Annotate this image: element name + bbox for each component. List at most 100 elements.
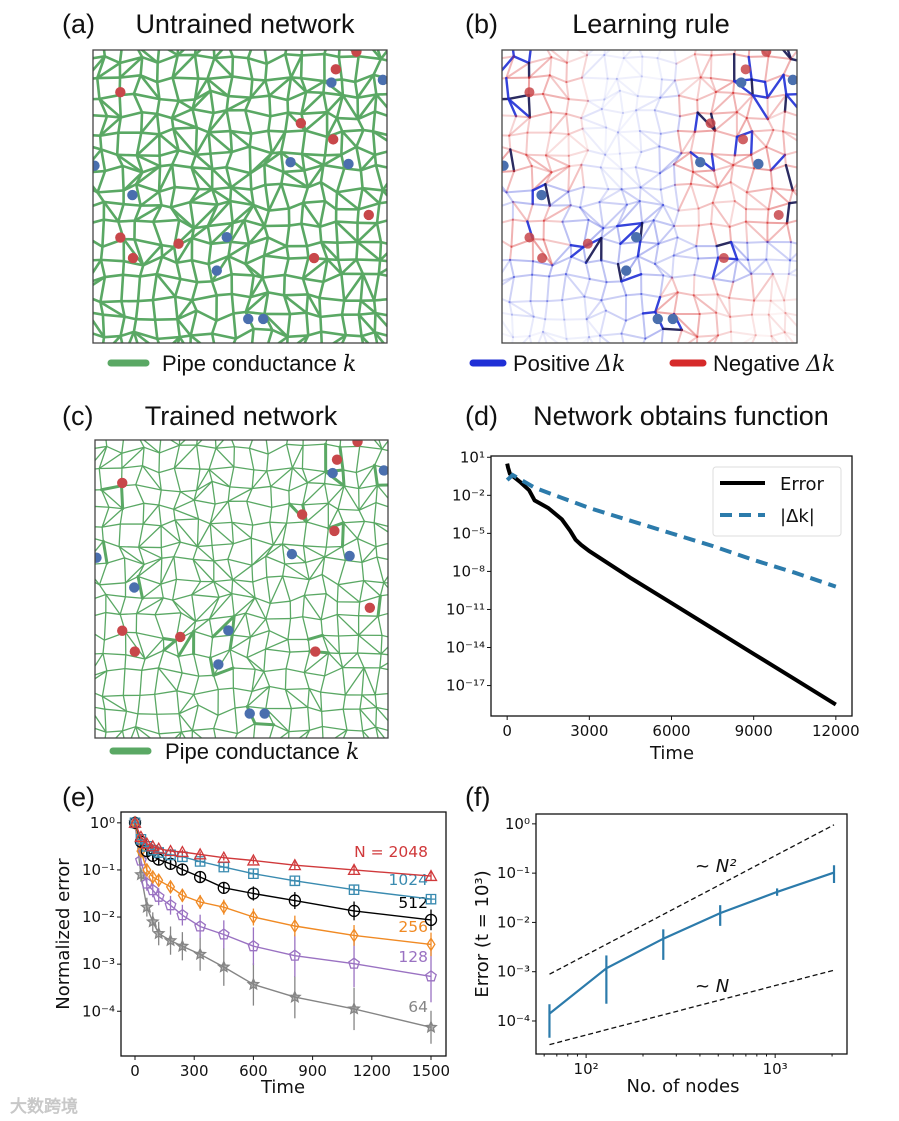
pipe-edge bbox=[320, 613, 338, 621]
pipe-edge bbox=[502, 276, 515, 286]
pipe-edge bbox=[508, 301, 513, 316]
pipe-edge bbox=[208, 468, 231, 488]
node-red bbox=[524, 87, 535, 98]
pipe-edge bbox=[246, 648, 267, 659]
panel-d: (d) Network obtains function 0 3000 6000 90… bbox=[446, 401, 860, 764]
panel-a: (a) Untrained network Pipe conductance k bbox=[62, 9, 401, 377]
pipe-edge bbox=[513, 43, 532, 46]
pipe-edge bbox=[372, 299, 377, 315]
pipe-edge bbox=[231, 579, 254, 583]
pipe-edge bbox=[119, 330, 136, 338]
pipe-edge bbox=[616, 203, 628, 228]
pipe-edge bbox=[353, 73, 375, 84]
pipe-edge bbox=[217, 707, 236, 716]
pipe-edge bbox=[102, 652, 127, 656]
pipe-edge bbox=[269, 575, 284, 604]
pipe-edge bbox=[249, 79, 267, 99]
pipe-edge bbox=[263, 163, 267, 187]
pipe-edge bbox=[663, 41, 674, 45]
pipe-edge bbox=[580, 163, 602, 169]
pipe-edge bbox=[93, 275, 107, 287]
pipe-edge bbox=[340, 130, 358, 149]
pipe-edge bbox=[251, 670, 265, 693]
pipe-edge bbox=[298, 729, 311, 738]
pipe-edge bbox=[264, 39, 289, 40]
marker-pentagon bbox=[194, 920, 207, 932]
pipe-edge bbox=[305, 293, 310, 315]
pipe-edge bbox=[588, 336, 594, 343]
pipe-edge bbox=[267, 114, 272, 133]
pipe-edge bbox=[139, 131, 161, 136]
pipe-edge bbox=[119, 110, 144, 119]
pipe-edge bbox=[323, 556, 347, 562]
pipe-edge bbox=[322, 258, 329, 284]
pipe-edge bbox=[251, 555, 267, 566]
pipe-edge bbox=[300, 152, 306, 172]
pipe-edge bbox=[246, 500, 254, 526]
pipe-edge bbox=[191, 594, 220, 598]
pipe-edge bbox=[279, 151, 304, 156]
pipe-edge bbox=[282, 575, 310, 581]
node-blue bbox=[667, 313, 679, 325]
pipe-edge bbox=[353, 54, 360, 84]
pipe-edge bbox=[287, 638, 291, 653]
pipe-edge bbox=[142, 440, 161, 454]
pipe-edge bbox=[225, 94, 230, 112]
pipe-edge bbox=[176, 629, 196, 658]
pipe-edge bbox=[782, 73, 788, 96]
pipe-edge bbox=[209, 521, 233, 525]
pipe-edge bbox=[680, 328, 699, 338]
pipe-edge bbox=[279, 151, 285, 174]
pipe-edge bbox=[273, 724, 290, 733]
pipe-edge bbox=[136, 50, 144, 59]
pipe-edge bbox=[207, 111, 215, 134]
pipe-edge bbox=[561, 220, 572, 247]
pipe-edge bbox=[327, 508, 339, 529]
pipe-edge bbox=[232, 687, 253, 693]
pipe-edge bbox=[393, 671, 396, 693]
pipe-edge bbox=[528, 111, 553, 119]
pipe-edge bbox=[377, 615, 383, 637]
pipe-edge bbox=[105, 114, 123, 119]
pipe-edge bbox=[155, 112, 161, 136]
pipe-edge bbox=[193, 620, 197, 632]
pipe-edge bbox=[337, 584, 361, 603]
pipe-edge bbox=[357, 313, 363, 338]
pipe-edge bbox=[640, 75, 663, 81]
node-red bbox=[582, 238, 593, 249]
pipe-edge bbox=[308, 573, 323, 581]
pipe-edge bbox=[359, 708, 377, 728]
pipe-edge bbox=[121, 446, 145, 454]
pipe-edge bbox=[269, 600, 291, 604]
pipe-edge bbox=[336, 613, 360, 636]
pipe-edge bbox=[672, 151, 692, 166]
pipe-edge bbox=[304, 90, 325, 95]
pipe-edge bbox=[358, 579, 365, 603]
panel-label: (f) bbox=[465, 782, 490, 812]
pipe-edge bbox=[318, 296, 346, 302]
pipe-edge bbox=[335, 190, 360, 211]
pipe-edge bbox=[101, 506, 110, 528]
pipe-edge bbox=[733, 50, 737, 56]
pipe-edge bbox=[639, 186, 662, 191]
pipe-edge bbox=[141, 465, 162, 491]
pipe-edge bbox=[544, 183, 552, 207]
pipe-edge bbox=[231, 593, 235, 617]
pipe-edge bbox=[392, 299, 401, 318]
pipe-edge bbox=[173, 491, 182, 510]
pipe-edge bbox=[375, 726, 379, 738]
pipe-edge bbox=[302, 502, 329, 506]
pipe-edge bbox=[158, 489, 162, 506]
pipe-edge bbox=[305, 240, 323, 248]
pipe-edge bbox=[244, 295, 252, 314]
pipe-edge bbox=[603, 77, 618, 101]
pipe-edge bbox=[87, 429, 90, 449]
pipe-edge bbox=[660, 327, 665, 343]
pipe-edge bbox=[283, 52, 304, 57]
marker-diamond bbox=[177, 888, 187, 903]
panel-label: (d) bbox=[465, 401, 498, 431]
pipe-edge bbox=[95, 611, 107, 617]
pipe-edge bbox=[305, 311, 322, 319]
pipe-edge bbox=[249, 94, 271, 99]
pipe-edge bbox=[160, 203, 173, 209]
